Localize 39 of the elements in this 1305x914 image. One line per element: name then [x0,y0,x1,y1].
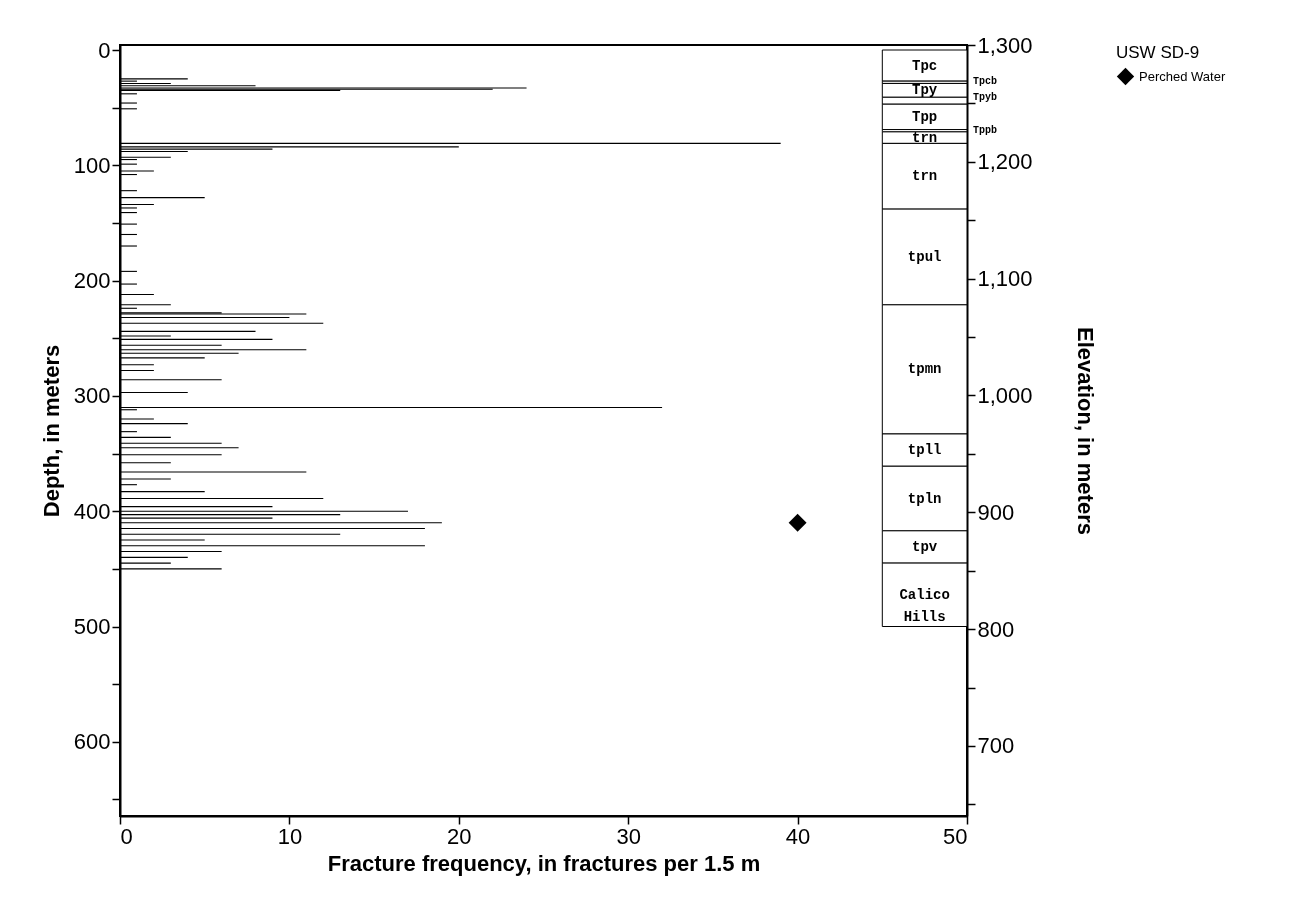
x-tick-label: 20 [447,823,472,849]
y2-tick-label: 800 [977,616,1015,642]
band-label: Tpcb [973,76,998,88]
band-label: Tpy [912,82,938,99]
band-label: Tpyb [973,92,998,104]
band-label: trn [912,129,938,146]
y2-tick-label: 1,000 [977,382,1033,408]
y-tick-label: 600 [73,729,111,755]
y-tick-label: 200 [73,268,111,294]
x-axis-title: Fracture frequency, in fractures per 1.5 m [327,850,761,876]
y-tick-label: 400 [73,498,111,524]
band-label: Tppb [973,124,998,136]
band-label: tpll [907,442,942,459]
band-label: tpmn [907,361,942,378]
x-tick-label: 10 [277,823,303,849]
x-tick-label: 30 [616,823,641,849]
band-label: tpv [912,538,938,555]
band-label: Tpp [912,108,938,125]
y2-axis-title: Elevation, in meters [1072,327,1098,535]
band-label: tpul [907,248,942,265]
x-tick-label: 50 [943,823,968,849]
y-tick-label: 0 [98,37,111,63]
y-axis-title: Depth, in meters [38,344,64,518]
y2-tick-label: 700 [977,733,1015,759]
band-label: trn [912,168,938,185]
y2-tick-label: 1,200 [977,149,1033,175]
y2-tick-label: 1,100 [977,266,1033,292]
y-tick-label: 100 [73,152,111,178]
legend-label: Perched Water [1139,68,1226,84]
band-label: Tpc [912,57,938,74]
band-label: Calico Hills [899,586,950,625]
x-tick-label: 40 [785,823,811,849]
x-tick-label: 0 [120,823,133,849]
band-label: tpln [907,490,942,507]
legend-title: USW SD-9 [1116,43,1200,62]
y-tick-label: 500 [73,614,111,640]
y2-tick-label: 1,300 [977,32,1033,58]
y2-tick-label: 900 [977,499,1015,525]
y-tick-label: 300 [73,383,111,409]
